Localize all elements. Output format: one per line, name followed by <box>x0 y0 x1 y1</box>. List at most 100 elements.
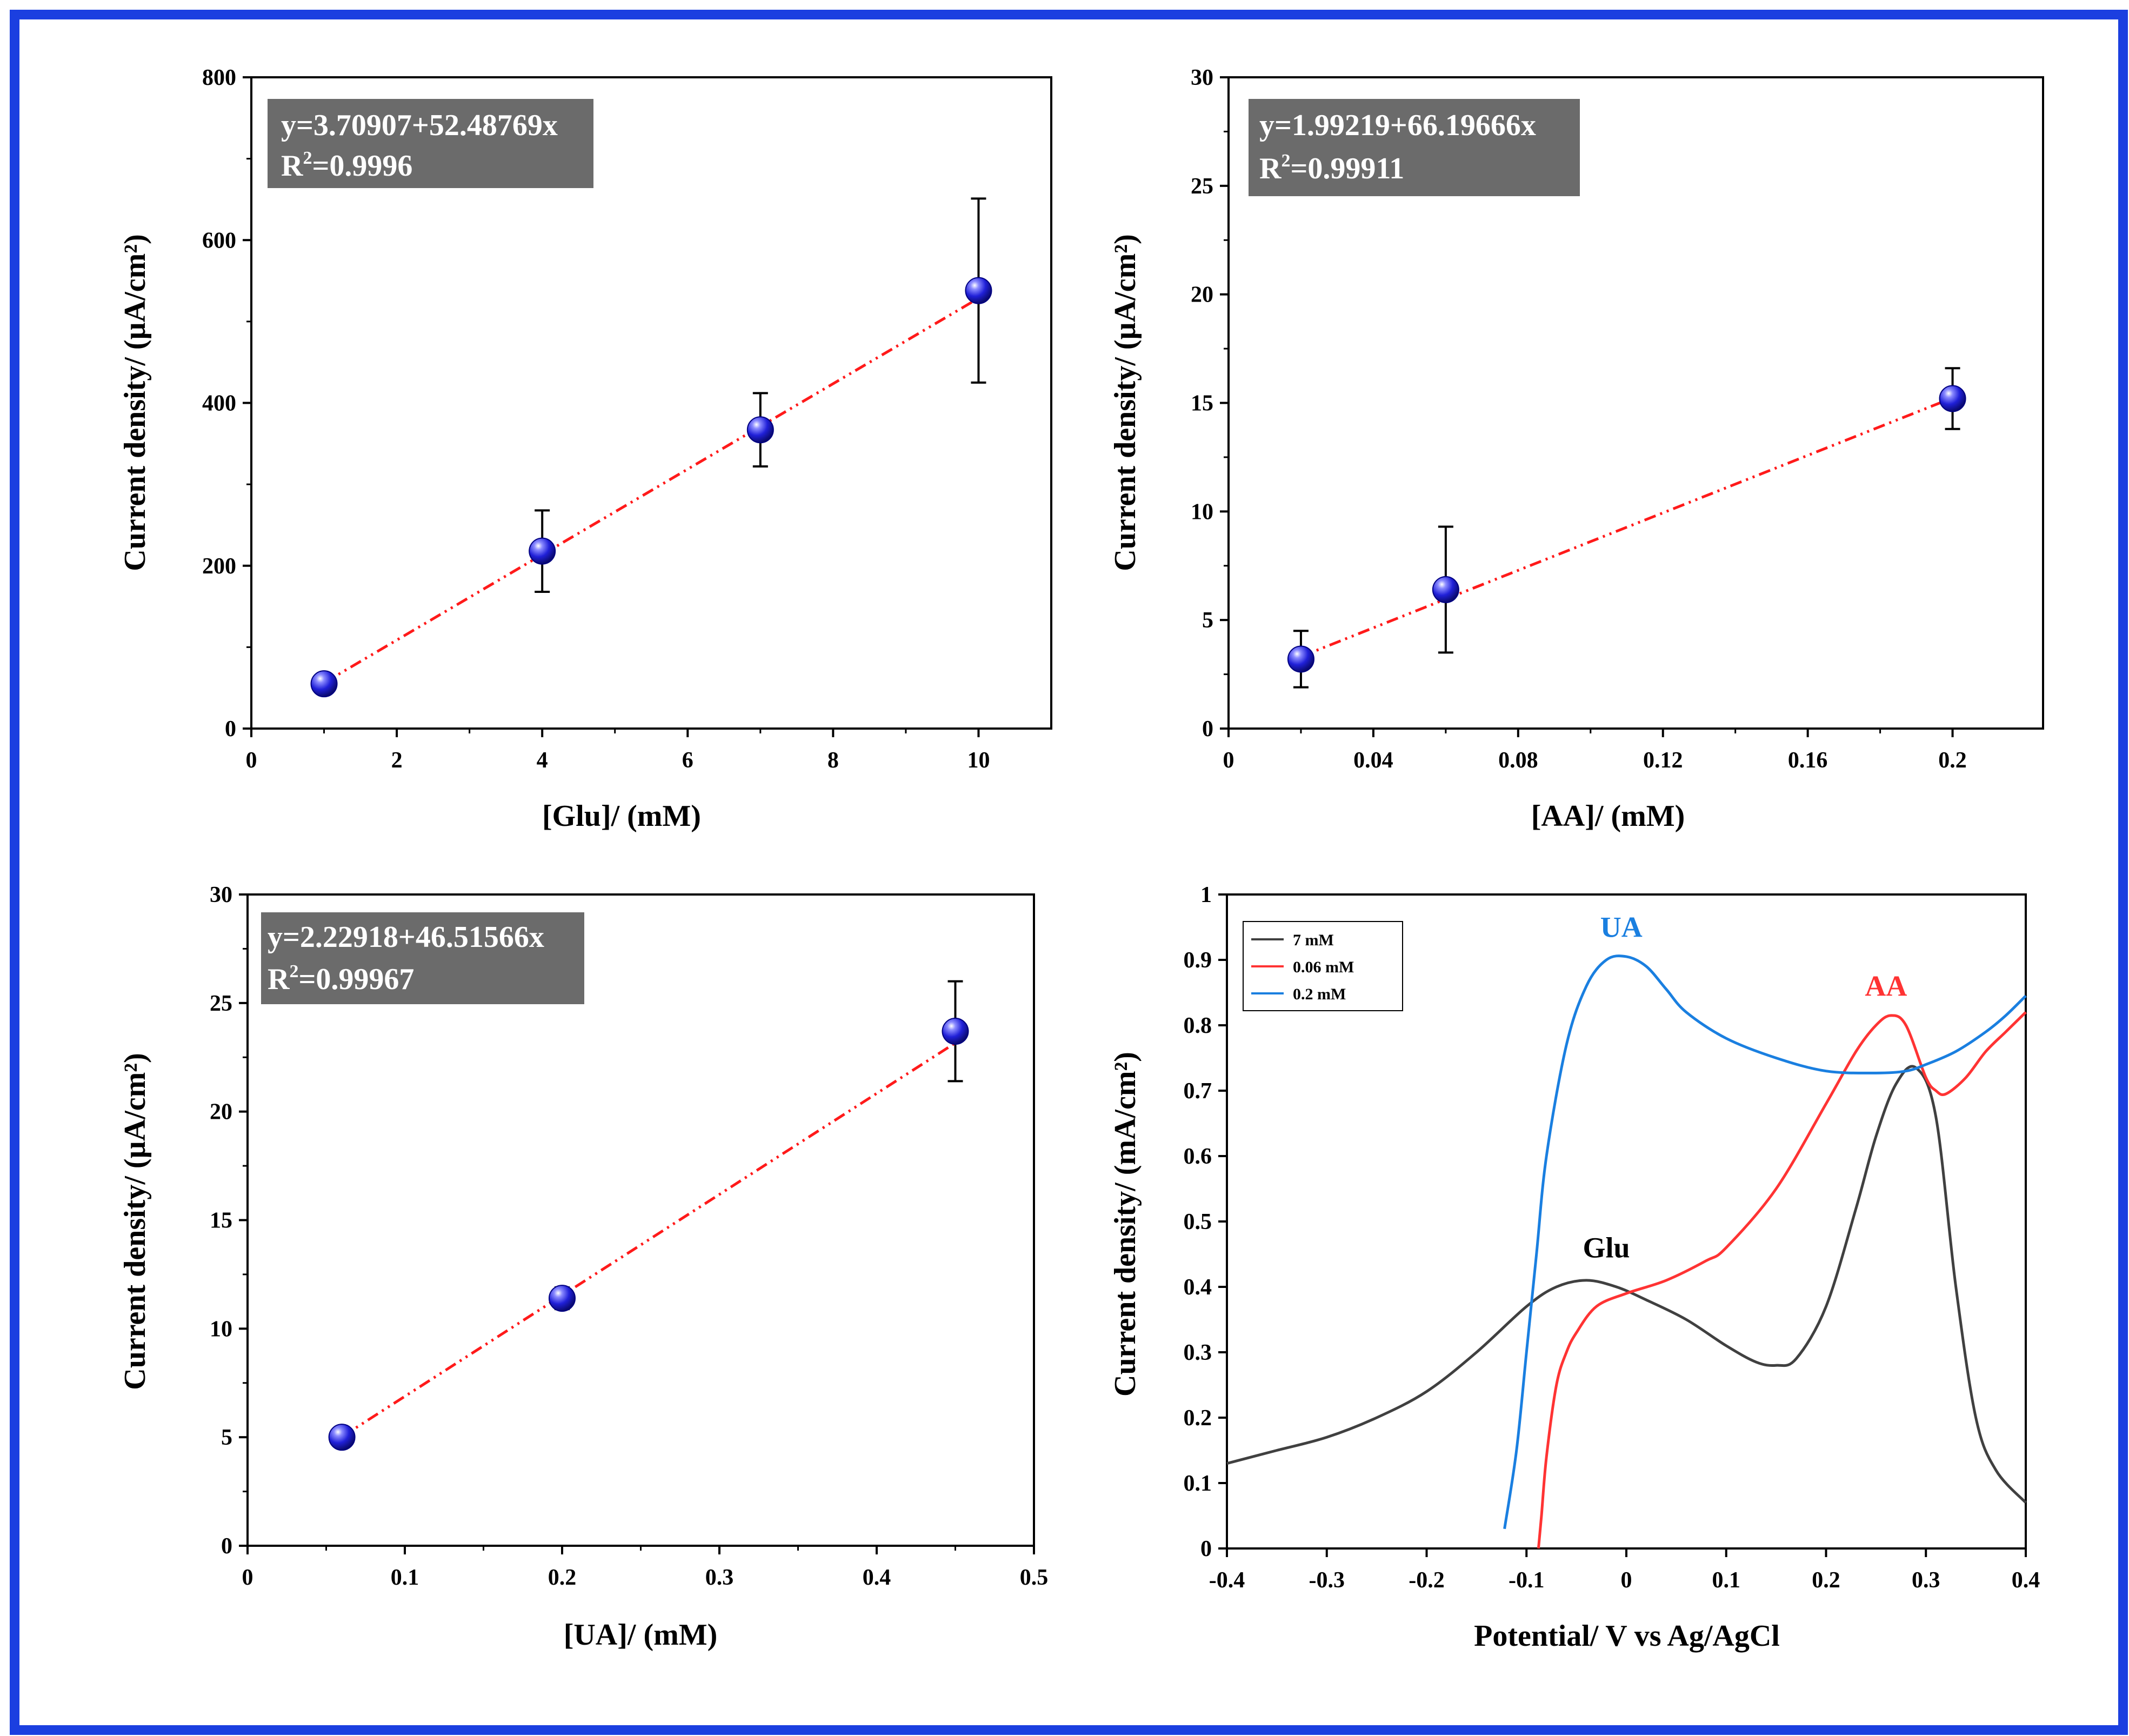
data-point <box>549 1285 576 1312</box>
fit-line <box>341 1041 956 1438</box>
data-point <box>328 1424 356 1451</box>
equation-text: y=3.70907+52.48769x <box>281 109 558 142</box>
y-tick-label: 0 <box>1202 717 1213 742</box>
x-tick-label: 0.1 <box>391 1565 419 1590</box>
y-axis-title: Current density/ (µA/cm²) <box>118 1053 152 1390</box>
x-tick-label: 0.4 <box>863 1565 891 1590</box>
equation-text: y=1.99219+66.19666x <box>1259 109 1536 142</box>
data-point <box>1432 576 1459 603</box>
x-tick-label: 0.2 <box>1938 748 1967 773</box>
data-point <box>1287 645 1314 673</box>
fit-line-layer <box>1300 396 1953 658</box>
points-layer <box>310 197 992 698</box>
curve-0-06mm <box>1537 1011 2027 1549</box>
x-tick-label: 0.2 <box>1812 1568 1840 1593</box>
y-tick-label: 0.9 <box>1184 948 1212 973</box>
equation-box <box>268 99 593 188</box>
y-tick-label: 0.4 <box>1184 1275 1212 1300</box>
legend: 7 mM 0.06 mM 0.2 mM <box>1243 921 1403 1011</box>
x-tick-label: 10 <box>967 748 990 773</box>
figure-frame <box>10 10 2128 1735</box>
peak-label-ua: UA <box>1600 911 1643 944</box>
x-axis-title: [UA]/ (mM) <box>564 1618 718 1652</box>
x-tick-label: 0 <box>1223 748 1234 773</box>
fit-line <box>1300 396 1953 658</box>
curves-layer <box>1226 954 2027 1549</box>
y-ticks: 0 5 10 15 20 25 30 <box>1191 65 1229 742</box>
y-tick-label: 200 <box>202 554 236 579</box>
x-tick-label: 6 <box>682 748 693 773</box>
equation-text: y=2.22918+46.51566x <box>268 920 544 954</box>
y-ticks: 0 0.1 0.2 0.3 0.4 0.5 0.6 0.7 0.8 0.9 1 <box>1184 883 1227 1561</box>
fit-line-layer <box>323 297 979 684</box>
x-ticks: -0.4 -0.3 -0.2 -0.1 0 0.1 0.2 0.3 0.4 <box>1209 1548 2040 1593</box>
x-axis-title: Potential/ V vs Ag/AgCl <box>1474 1619 1780 1653</box>
y-tick-label: 0.8 <box>1184 1013 1212 1038</box>
y-tick-label: 0.2 <box>1184 1406 1212 1431</box>
x-tick-label: 8 <box>827 748 839 773</box>
x-ticks: 0 2 4 6 8 10 <box>246 729 990 773</box>
r-squared-text: R2=0.99967 <box>268 962 414 996</box>
y-tick-label: 15 <box>1191 391 1213 416</box>
x-tick-label: 0.3 <box>705 1565 734 1590</box>
x-tick-label: 0.4 <box>2012 1568 2040 1593</box>
y-tick-label: 5 <box>221 1425 232 1450</box>
data-point <box>529 537 556 565</box>
x-tick-label: 0 <box>246 748 257 773</box>
x-tick-label: 2 <box>391 748 403 773</box>
fit-line-layer <box>341 1041 956 1438</box>
curve-0-2mm <box>1503 954 2027 1530</box>
y-tick-label: 600 <box>202 228 236 253</box>
legend-label-ua: 0.2 mM <box>1293 985 1346 1003</box>
y-tick-label: 0.6 <box>1184 1144 1212 1169</box>
x-tick-label: 0.1 <box>1712 1568 1741 1593</box>
y-tick-label: 0.7 <box>1184 1079 1212 1104</box>
points-layer <box>1287 367 1966 689</box>
legend-label-aa: 0.06 mM <box>1293 958 1354 976</box>
y-axis-title: Current density/ (mA/cm²) <box>1109 1052 1142 1397</box>
peak-label-glu: Glu <box>1583 1232 1630 1264</box>
x-tick-label: 0.5 <box>1020 1565 1049 1590</box>
y-tick-label: 20 <box>1191 283 1213 308</box>
x-axis-title: [Glu]/ (mM) <box>542 799 701 833</box>
r-squared-text: R2=0.99911 <box>1259 151 1404 185</box>
panel-ua: 0 5 10 15 20 25 30 0 0.1 0.2 0.3 0.4 0.5 y=2.22918+… <box>118 883 1048 1652</box>
data-point <box>965 277 992 304</box>
curve-7mm <box>1226 1065 2027 1504</box>
peak-labels-layer: Glu UA AA <box>1583 911 1907 1264</box>
y-tick-label: 30 <box>210 883 232 907</box>
x-tick-label: 0.12 <box>1643 748 1683 773</box>
y-tick-label: 0 <box>225 717 236 742</box>
x-tick-label: 0.04 <box>1353 748 1393 773</box>
x-tick-label: 4 <box>537 748 548 773</box>
y-tick-label: 800 <box>202 65 236 90</box>
peak-label-aa: AA <box>1865 970 1907 1003</box>
y-tick-label: 0.5 <box>1184 1210 1212 1234</box>
x-tick-label: -0.2 <box>1409 1568 1445 1593</box>
data-point <box>942 1018 969 1045</box>
data-point <box>746 416 774 444</box>
panel-glu: 0 200 400 600 800 0 2 4 6 8 10 y=3.70907+52.48769… <box>118 65 1052 833</box>
x-ticks: 0 0.1 0.2 0.3 0.4 0.5 <box>242 1546 1049 1590</box>
y-tick-label: 0 <box>221 1534 232 1559</box>
y-tick-label: 15 <box>210 1208 232 1233</box>
y-tick-label: 0.1 <box>1184 1471 1212 1496</box>
x-tick-label: -0.3 <box>1309 1568 1345 1593</box>
y-ticks: 0 5 10 15 20 25 30 <box>210 883 248 1559</box>
x-tick-label: -0.1 <box>1509 1568 1545 1593</box>
x-tick-label: 0.16 <box>1788 748 1828 773</box>
y-ticks: 0 200 400 600 800 <box>202 65 251 742</box>
y-axis-title: Current density/ (µA/cm²) <box>118 234 152 571</box>
y-tick-label: 400 <box>202 391 236 416</box>
data-point <box>310 670 338 698</box>
legend-label-glu: 7 mM <box>1293 931 1334 949</box>
panel-dpv: 00.10.20.30.40.50.60.70.80.91 -0.4 -0.3 -0… <box>1109 883 2040 1653</box>
y-tick-label: 0.3 <box>1184 1340 1212 1365</box>
x-tick-label: 0 <box>1621 1568 1632 1593</box>
y-tick-label: 0 <box>1200 1537 1212 1561</box>
y-tick-label: 5 <box>1202 608 1213 633</box>
y-tick-label: 1 <box>1200 883 1212 907</box>
equation-box <box>1249 99 1580 196</box>
y-tick-label: 20 <box>210 1100 232 1125</box>
